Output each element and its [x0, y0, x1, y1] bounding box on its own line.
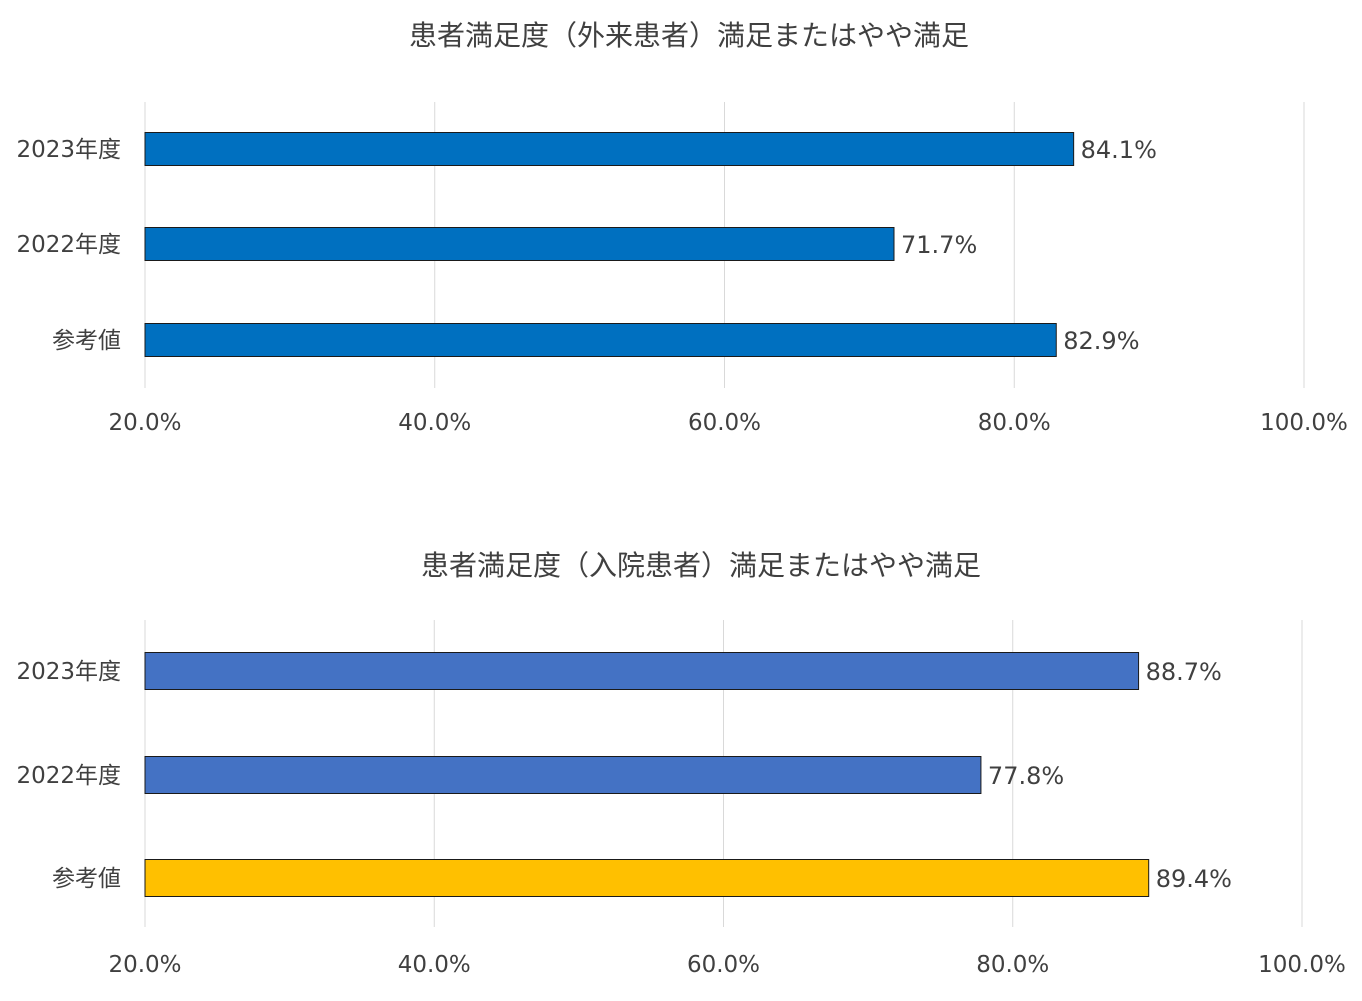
data-label: 82.9% [1063, 327, 1139, 355]
data-label: 89.4% [1156, 865, 1232, 893]
x-tick-label: 100.0% [1260, 410, 1348, 436]
data-label: 84.1% [1081, 136, 1157, 164]
bar [144, 227, 895, 261]
data-label: 88.7% [1146, 658, 1222, 686]
inpatient-satisfaction-chart: 患者満足度（入院患者）満足またはやや満足 20.0% 40.0% 60.0% 80.0… [0, 520, 1362, 1001]
category-label: 参考値 [52, 328, 121, 354]
x-tick-label: 80.0% [978, 410, 1051, 436]
x-tick-label: 20.0% [108, 410, 181, 436]
x-tick-label: 60.0% [688, 410, 761, 436]
category-label: 2022年度 [16, 232, 121, 258]
category-label: 2023年度 [16, 659, 121, 685]
x-tick-label: 60.0% [687, 952, 760, 978]
x-tick-label: 40.0% [398, 410, 471, 436]
data-label: 71.7% [901, 231, 977, 259]
chart-plot-area: 20.0% 40.0% 60.0% 80.0% 100.0% 2023年度 88.7% 202… [16, 620, 1346, 978]
bar [144, 323, 1057, 357]
category-label: 参考値 [52, 866, 121, 892]
chart-title: 患者満足度（外来患者）満足またはやや満足 [408, 19, 969, 52]
chart-title: 患者満足度（入院患者）満足またはやや満足 [420, 549, 981, 582]
bar [144, 756, 982, 794]
chart-plot-area: 20.0% 40.0% 60.0% 80.0% 100.0% 2023年度 84.1% 202… [16, 102, 1348, 436]
category-label: 2022年度 [16, 763, 121, 789]
category-label: 2023年度 [16, 137, 121, 163]
bar [144, 652, 1140, 690]
x-tick-label: 80.0% [976, 952, 1049, 978]
x-tick-label: 100.0% [1258, 952, 1346, 978]
outpatient-satisfaction-chart: 患者満足度（外来患者）満足またはやや満足 20.0% 40.0% 60.0% 80.0… [0, 0, 1362, 480]
bar [144, 132, 1075, 166]
x-tick-label: 20.0% [108, 952, 181, 978]
bar [144, 859, 1150, 897]
x-tick-label: 40.0% [398, 952, 471, 978]
data-label: 77.8% [988, 762, 1064, 790]
